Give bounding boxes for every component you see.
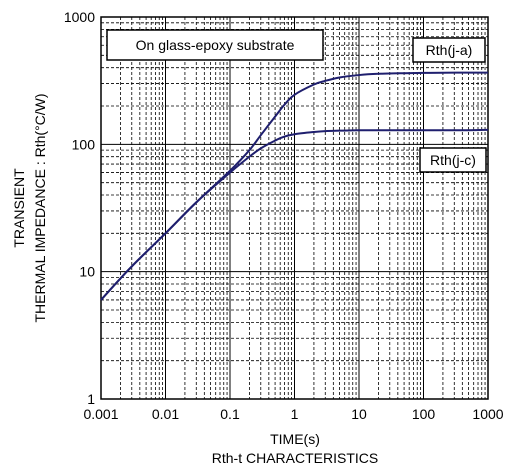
series-layer: [100, 71, 489, 301]
major-grid: [101, 17, 488, 399]
legend-label-jc: Rth(j-c): [430, 152, 476, 168]
plot-frame: [100, 16, 489, 400]
x-axis-label: TIME(s): [270, 431, 320, 447]
y-tick-labels: 1 10 100 1000: [64, 9, 95, 407]
annotation-text: On glass-epoxy substrate: [136, 37, 295, 53]
y-axis-label-line1: TRANSIENT: [11, 168, 27, 248]
x-tick-label: 1000: [472, 406, 503, 422]
y-tick-label: 1000: [64, 9, 95, 25]
x-tick-label: 100: [412, 406, 436, 422]
y-tick-label: 1: [87, 391, 95, 407]
y-axis-label-line2: THERMAL IMPEDANCE : Rth(°C/W): [32, 93, 48, 322]
x-tick-labels: 0.001 0.01 0.1 1 10 100 1000: [83, 406, 503, 422]
legend-box-ja: Rth(j-a): [412, 37, 486, 63]
series-line-rth-jc: [100, 128, 489, 301]
legend-box-jc: Rth(j-c): [419, 147, 487, 173]
x-tick-label: 0.1: [220, 406, 240, 422]
annotation-box: On glass-epoxy substrate: [106, 29, 324, 61]
x-tick-label: 0.01: [152, 406, 179, 422]
chart-caption: Rth-t CHARACTERISTICS: [212, 450, 378, 466]
y-tick-label: 100: [72, 136, 96, 152]
legend-label-ja: Rth(j-a): [426, 42, 473, 58]
x-tick-label: 10: [351, 406, 367, 422]
x-tick-label: 0.001: [83, 406, 118, 422]
y-tick-label: 10: [79, 264, 95, 280]
x-tick-label: 1: [291, 406, 299, 422]
